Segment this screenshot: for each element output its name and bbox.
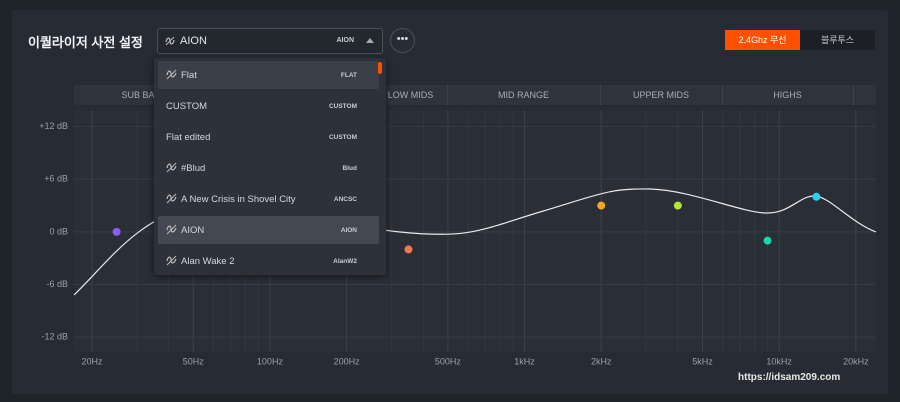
icon-path — [166, 163, 177, 171]
eq-point[interactable] — [404, 245, 413, 254]
item-name: A New Crisis in Shovel City — [181, 194, 296, 205]
menu-item[interactable]: CUSTOM CUSTOM — [158, 92, 379, 120]
eq-point[interactable] — [763, 236, 772, 245]
icon-slash — [166, 255, 177, 266]
item-tag: AION — [340, 227, 357, 234]
x-tick-label: 2kHz — [591, 356, 612, 366]
item-icon — [166, 193, 177, 204]
x-tick-label: 100Hz — [257, 356, 284, 366]
x-tick-label: 500Hz — [435, 356, 462, 366]
band-label: MID RANGE — [447, 85, 601, 105]
preset-tag: AION — [336, 37, 355, 44]
y-tick-label: +12 dB — [39, 121, 68, 131]
item-tag: FLAT — [340, 72, 357, 79]
y-tick-label: 0 dB — [49, 226, 68, 236]
x-tick-label: 1kHz — [514, 356, 535, 366]
preset-icon — [165, 36, 175, 46]
y-tick-label: -6 dB — [46, 279, 68, 289]
item-icon — [166, 224, 177, 235]
icon-path — [166, 194, 177, 202]
item-tag: AlanW2 — [333, 258, 357, 265]
icon-slash — [166, 69, 177, 80]
eq-point[interactable] — [673, 201, 682, 210]
item-name: #Blud — [181, 163, 206, 174]
x-tick-label: 20kHz — [843, 356, 869, 366]
band-label: HIGHS — [722, 85, 854, 105]
menu-item[interactable]: Flat FLAT — [158, 61, 379, 89]
connection-tab[interactable]: 2.4Ghz 무선 — [725, 30, 800, 50]
item-tag: CUSTOM — [328, 134, 357, 141]
preset-label: AION — [180, 35, 207, 47]
x-tick-label: 5kHz — [692, 356, 713, 366]
menu-item[interactable]: A New Crisis in Shovel City ANCSC — [158, 185, 379, 213]
item-icon — [166, 162, 177, 173]
item-name: AION — [181, 225, 205, 236]
caret — [366, 38, 374, 43]
menu-item[interactable]: #Blud Blud — [158, 154, 379, 182]
icon-slash — [166, 162, 177, 173]
eq-point[interactable] — [597, 201, 606, 210]
item-tag: ANCSC — [333, 196, 357, 203]
watermark: https://idsam209.com — [738, 372, 841, 383]
menu-item[interactable]: Alan Wake 2 AlanW2 — [158, 247, 379, 275]
menu-item[interactable]: Flat edited CUSTOM — [158, 123, 379, 151]
item-name: Alan Wake 2 — [181, 256, 235, 267]
connection-tabs: 2.4Ghz 무선 블루투스 — [725, 30, 875, 50]
title: 이퀄라이저 사전 설정 — [28, 35, 143, 50]
icon-path — [166, 225, 177, 233]
x-tick-label: 50Hz — [183, 356, 205, 366]
more-button[interactable]: ••• — [390, 28, 415, 53]
icon-path — [166, 70, 177, 78]
icon-slash — [166, 193, 177, 204]
preset-menu: Flat FLAT CUSTOM CUSTOM Flat edited CUSTOM #Bl… — [154, 58, 386, 275]
preset-select[interactable]: AION AION — [157, 28, 383, 54]
y-tick-label: -12 dB — [41, 331, 68, 341]
icon-slash — [166, 224, 177, 235]
icon-path — [166, 256, 177, 264]
y-tick-label: +6 dB — [44, 174, 68, 184]
item-tag: Blud — [342, 165, 357, 172]
item-icon — [166, 255, 177, 266]
eq-point[interactable] — [112, 227, 121, 236]
band-label: UPPER MIDS — [600, 85, 723, 105]
band-label: LOW MIDS — [374, 85, 448, 105]
eq-point[interactable] — [812, 192, 821, 201]
x-tick-label: 20Hz — [81, 356, 103, 366]
x-tick-label: 200Hz — [334, 356, 361, 366]
menu-item[interactable]: AION AION — [158, 216, 379, 244]
item-name: Flat edited — [166, 132, 211, 143]
item-name: CUSTOM — [166, 101, 207, 112]
scrollbar — [378, 62, 382, 74]
item-tag: CUSTOM — [328, 103, 357, 110]
x-tick-label: 10kHz — [766, 356, 792, 366]
item-name: Flat — [181, 70, 197, 81]
connection-tab[interactable]: 블루투스 — [800, 30, 875, 50]
item-icon — [166, 69, 177, 80]
